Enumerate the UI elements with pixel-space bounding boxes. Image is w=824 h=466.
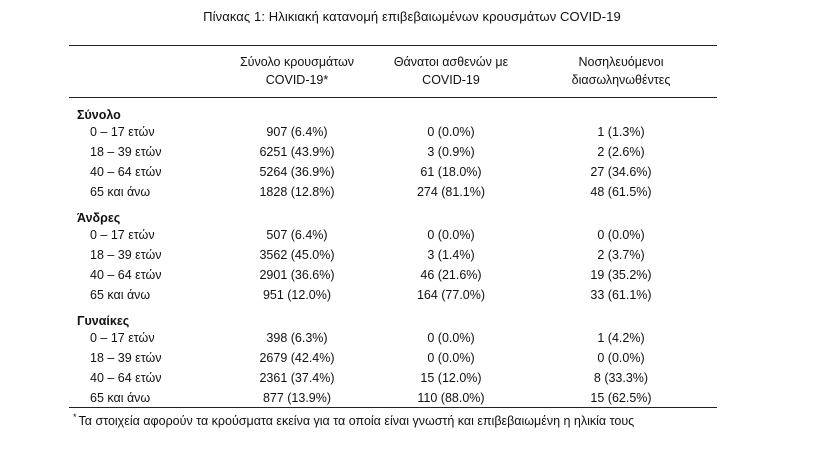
table-top-rule	[69, 45, 717, 46]
table-row: 65 και άνω 1828 (12.8%) 274 (81.1%) 48 (61.…	[69, 182, 717, 202]
total-cases-cell: 2361 (37.4%)	[259, 371, 335, 385]
footnote-text: Τα στοιχεία αφορούν τα κρούσματα εκείνα …	[78, 414, 635, 428]
intubated-cell: 0 (0.0%)	[597, 228, 645, 242]
intubated-cell: 33 (61.1%)	[590, 288, 652, 302]
group-label: Γυναίκες	[77, 314, 130, 328]
total-cases-cell: 2901 (36.6%)	[259, 268, 335, 282]
footnote: * Τα στοιχεία αφορούν τα κρούσματα εκείνα…	[73, 412, 634, 428]
table-caption: Πίνακας 1: Ηλικιακή κατανομή επιβεβαιωμέ…	[203, 9, 621, 24]
header-intubated-line1: Νοσηλευόμενοι	[578, 55, 664, 69]
age-group-cell: 65 και άνω	[90, 288, 151, 302]
deaths-cell: 15 (12.0%)	[420, 371, 482, 385]
age-group-cell: 0 – 17 ετών	[90, 125, 155, 139]
table-bottom-rule	[69, 407, 717, 408]
header-total-cases-line2: COVID-19*	[265, 73, 329, 87]
total-cases-cell: 951 (12.0%)	[262, 288, 332, 302]
header-stub	[69, 45, 217, 97]
group-label: Άνδρες	[77, 211, 121, 225]
table-row: 0 – 17 ετών 907 (6.4%) 0 (0.0%) 1 (1.3%)	[69, 122, 717, 142]
intubated-cell: 2 (3.7%)	[597, 248, 645, 262]
deaths-cell: 46 (21.6%)	[420, 268, 482, 282]
table-row: 18 – 39 ετών 6251 (43.9%) 3 (0.9%) 2 (2.6%)	[69, 142, 717, 162]
deaths-cell: 0 (0.0%)	[427, 228, 475, 242]
footnote-marker: *	[73, 412, 77, 422]
group-row-total: Σύνολο	[69, 97, 717, 122]
age-group-cell: 0 – 17 ετών	[90, 331, 155, 345]
table-row: 18 – 39 ετών 3562 (45.0%) 3 (1.4%) 2 (3.7%)	[69, 245, 717, 265]
intubated-cell: 8 (33.3%)	[593, 371, 649, 385]
total-cases-cell: 907 (6.4%)	[266, 125, 328, 139]
age-distribution-table: Σύνολο κρουσμάτων COVID-19* Θάνατοι ασθε…	[69, 45, 717, 408]
deaths-cell: 0 (0.0%)	[427, 125, 475, 139]
table-body: Σύνολο 0 – 17 ετών 907 (6.4%) 0 (0.0%) 1 (1.…	[69, 97, 717, 408]
age-group-cell: 0 – 17 ετών	[90, 228, 155, 242]
deaths-cell: 3 (1.4%)	[427, 248, 475, 262]
table-header-rule	[69, 97, 717, 98]
header-deaths-line2: COVID-19	[422, 73, 480, 87]
age-group-cell: 18 – 39 ετών	[90, 248, 162, 262]
total-cases-cell: 3562 (45.0%)	[259, 248, 335, 262]
total-cases-cell: 1828 (12.8%)	[259, 185, 335, 199]
group-row-men: Άνδρες	[69, 202, 717, 225]
table-row: 40 – 64 ετών 2361 (37.4%) 15 (12.0%) 8 (33.…	[69, 368, 717, 388]
total-cases-cell: 507 (6.4%)	[266, 228, 328, 242]
age-group-cell: 40 – 64 ετών	[90, 268, 162, 282]
deaths-cell: 164 (77.0%)	[416, 288, 486, 302]
table-row: 40 – 64 ετών 2901 (36.6%) 46 (21.6%) 19 (35…	[69, 265, 717, 285]
header-intubated-line2: διασωληνωθέντες	[571, 73, 671, 87]
header-total-cases-line1: Σύνολο κρουσμάτων	[239, 55, 355, 69]
deaths-cell: 0 (0.0%)	[427, 351, 475, 365]
intubated-cell: 19 (35.2%)	[590, 268, 652, 282]
age-group-cell: 40 – 64 ετών	[90, 165, 162, 179]
intubated-cell: 1 (4.2%)	[597, 331, 645, 345]
deaths-cell: 110 (88.0%)	[417, 391, 485, 405]
intubated-cell: 1 (1.3%)	[597, 125, 645, 139]
intubated-cell: 48 (61.5%)	[590, 185, 652, 199]
intubated-cell: 15 (62.5%)	[590, 391, 652, 405]
intubated-cell: 2 (2.6%)	[597, 145, 645, 159]
header-total-cases: Σύνολο κρουσμάτων COVID-19*	[217, 45, 377, 97]
total-cases-cell: 6251 (43.9%)	[259, 145, 335, 159]
header-intubated: Νοσηλευόμενοι διασωληνωθέντες	[525, 45, 717, 97]
group-row-women: Γυναίκες	[69, 305, 717, 328]
age-group-cell: 65 και άνω	[90, 391, 151, 405]
header-row: Σύνολο κρουσμάτων COVID-19* Θάνατοι ασθε…	[69, 45, 717, 97]
group-label: Σύνολο	[77, 108, 121, 122]
table-row: 40 – 64 ετών 5264 (36.9%) 61 (18.0%) 27 (34…	[69, 162, 717, 182]
header-deaths: Θάνατοι ασθενών με COVID-19	[377, 45, 525, 97]
header-deaths-line1: Θάνατοι ασθενών με	[393, 55, 509, 69]
deaths-cell: 61 (18.0%)	[420, 165, 482, 179]
total-cases-cell: 877 (13.9%)	[262, 391, 332, 405]
deaths-cell: 3 (0.9%)	[427, 145, 475, 159]
age-group-cell: 18 – 39 ετών	[90, 351, 162, 365]
table-row: 18 – 39 ετών 2679 (42.4%) 0 (0.0%) 0 (0.0%)	[69, 348, 717, 368]
total-cases-cell: 398 (6.3%)	[266, 331, 328, 345]
table-row: 0 – 17 ετών 507 (6.4%) 0 (0.0%) 0 (0.0%)	[69, 225, 717, 245]
table-row: 65 και άνω 951 (12.0%) 164 (77.0%) 33 (61.1…	[69, 285, 717, 305]
total-cases-cell: 2679 (42.4%)	[259, 351, 335, 365]
deaths-cell: 274 (81.1%)	[416, 185, 486, 199]
table-row: 0 – 17 ετών 398 (6.3%) 0 (0.0%) 1 (4.2%)	[69, 328, 717, 348]
table-row: 65 και άνω 877 (13.9%) 110 (88.0%) 15 (62.5…	[69, 388, 717, 408]
table-header: Σύνολο κρουσμάτων COVID-19* Θάνατοι ασθε…	[69, 45, 717, 97]
age-group-cell: 65 και άνω	[90, 185, 151, 199]
age-group-cell: 18 – 39 ετών	[90, 145, 162, 159]
age-group-cell: 40 – 64 ετών	[90, 371, 162, 385]
deaths-cell: 0 (0.0%)	[427, 331, 475, 345]
intubated-cell: 0 (0.0%)	[597, 351, 645, 365]
total-cases-cell: 5264 (36.9%)	[259, 165, 335, 179]
intubated-cell: 27 (34.6%)	[590, 165, 652, 179]
